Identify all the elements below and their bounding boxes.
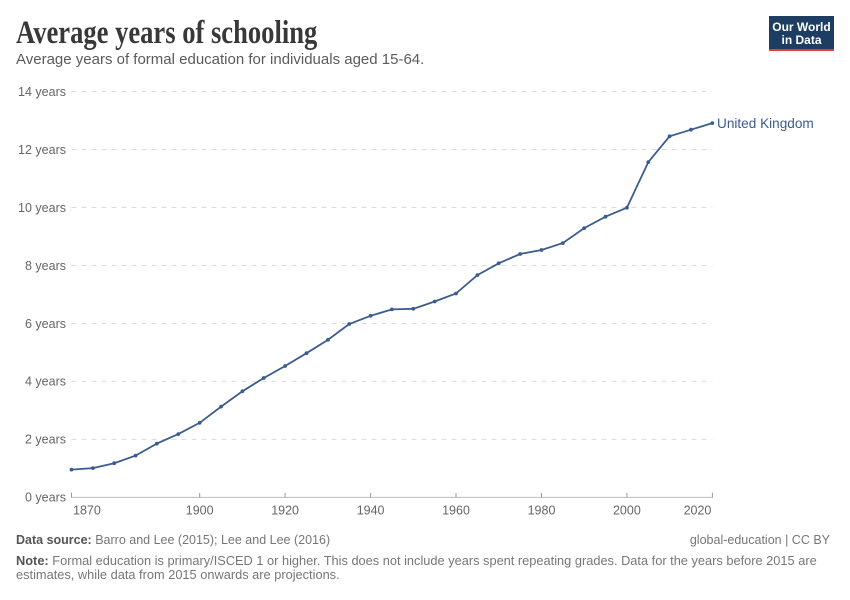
svg-text:8 years: 8 years: [25, 259, 66, 273]
svg-text:12 years: 12 years: [18, 143, 66, 157]
svg-text:0 years: 0 years: [25, 491, 66, 505]
svg-text:10 years: 10 years: [18, 201, 66, 215]
svg-text:2 years: 2 years: [25, 433, 66, 447]
svg-text:1980: 1980: [528, 504, 556, 518]
svg-text:1870: 1870: [73, 504, 101, 518]
svg-text:1940: 1940: [357, 504, 385, 518]
svg-text:4 years: 4 years: [25, 375, 66, 389]
svg-text:1920: 1920: [271, 504, 299, 518]
svg-text:6 years: 6 years: [25, 317, 66, 331]
svg-text:2020: 2020: [684, 504, 712, 518]
svg-text:1960: 1960: [442, 504, 470, 518]
svg-text:2000: 2000: [613, 504, 641, 518]
svg-text:1900: 1900: [186, 504, 214, 518]
svg-text:United Kingdom: United Kingdom: [717, 116, 814, 131]
svg-text:14 years: 14 years: [18, 85, 66, 99]
